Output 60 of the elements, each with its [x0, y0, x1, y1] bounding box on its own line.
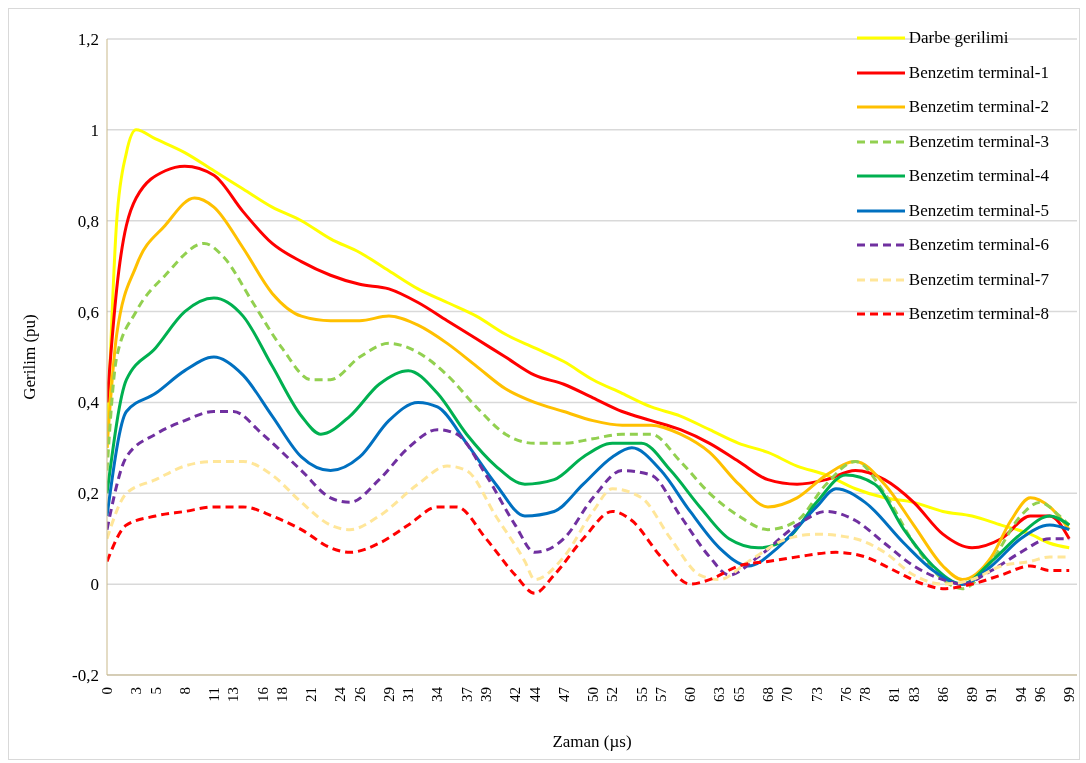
y-tick-label: 0,4 [77, 393, 100, 413]
x-tick-label: 91 [983, 687, 1000, 702]
legend-label: Benzetim terminal-1 [908, 61, 1049, 84]
x-tick-label: 31 [400, 687, 417, 702]
legend-label: Benzetim terminal-3 [908, 130, 1049, 153]
y-tick-label: 0 [90, 575, 99, 595]
x-tick-label: 29 [380, 687, 397, 702]
x-tick-label: 26 [351, 686, 368, 702]
x-tick-label: 50 [584, 687, 601, 702]
x-tick-label: 52 [604, 687, 621, 702]
x-tick-label: 81 [886, 687, 903, 702]
legend-label: Benzetim terminal-2 [908, 96, 1049, 118]
y-tick-label: 0,8 [77, 211, 99, 231]
x-tick-label: 44 [526, 686, 543, 702]
x-axis-title: Zaman (µs) [552, 732, 632, 751]
y-axis-title: Gerilim (pu) [20, 314, 40, 400]
legend-label: Benzetim terminal-6 [908, 234, 1049, 256]
x-tick-label: 55 [633, 687, 650, 702]
x-tick-label: 76 [837, 686, 854, 702]
x-tick-label: 21 [303, 687, 320, 702]
x-tick-label: 13 [225, 687, 242, 702]
x-tick-label: 78 [857, 687, 874, 702]
x-tick-label: 65 [730, 687, 747, 702]
x-tick-label: 99 [1061, 687, 1078, 702]
x-tick-label: 57 [653, 686, 670, 702]
x-tick-label: 47 [555, 686, 572, 702]
y-tick-label: -0,2 [72, 666, 99, 686]
x-tick-label: 16 [254, 686, 271, 702]
line-series [107, 505, 1071, 595]
y-tick-label: 0,6 [77, 302, 99, 322]
x-tick-label: 96 [1032, 686, 1049, 702]
x-tick-label: 18 [273, 687, 290, 702]
x-tick-label: 83 [905, 687, 922, 702]
legend-label: Benzetim terminal-7 [908, 268, 1049, 291]
legend-label: Benzetim terminal-8 [908, 303, 1049, 325]
x-tick-label: 37 [458, 686, 475, 702]
x-tick-label: 11 [205, 687, 222, 702]
x-tick-label: 70 [779, 687, 796, 702]
x-tick-label: 8 [176, 687, 193, 695]
x-tick-label: 94 [1012, 686, 1029, 702]
x-tick-label: 24 [332, 686, 349, 702]
line-series [107, 355, 1071, 586]
x-tick-label: 0 [99, 687, 115, 695]
x-tick-label: 60 [682, 687, 699, 702]
x-tick-label: 86 [934, 686, 951, 702]
x-tick-label: 63 [711, 687, 728, 702]
y-tick-label: 0,2 [77, 484, 99, 504]
x-tick-label: 34 [429, 686, 446, 702]
x-tick-label: 42 [507, 687, 524, 702]
legend-label: Benzetim terminal-5 [908, 199, 1049, 222]
legend-label: Darbe gerilimi [908, 27, 1009, 49]
x-tick-label: 39 [478, 687, 495, 702]
x-tick-label: 89 [964, 687, 981, 702]
x-tick-label: 73 [808, 687, 825, 702]
x-tick-label: 5 [147, 687, 164, 695]
x-tick-label: 3 [128, 687, 145, 695]
y-tick-label: 1,2 [77, 30, 99, 50]
x-tick-label: 68 [759, 687, 776, 702]
legend-label: Benzetim terminal-4 [908, 165, 1049, 187]
y-tick-label: 1 [90, 120, 99, 140]
